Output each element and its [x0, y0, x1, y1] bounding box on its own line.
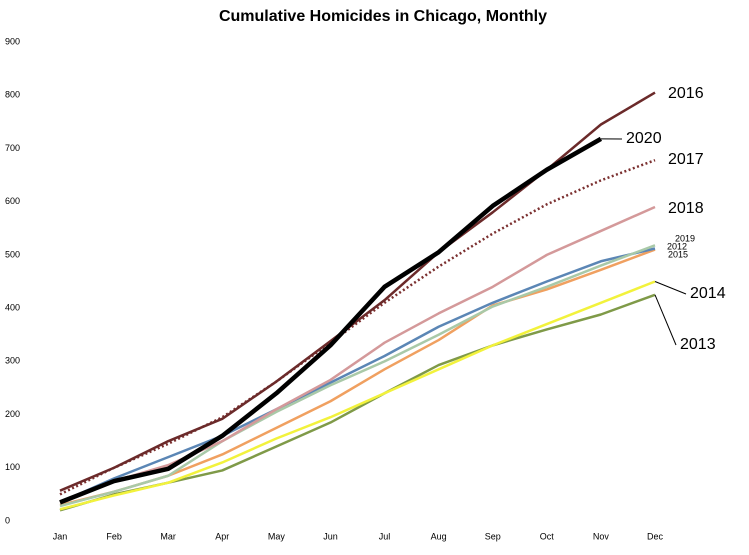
series-label: 2015 — [668, 249, 688, 259]
y-tick-label: 700 — [5, 143, 20, 153]
y-tick-label: 100 — [5, 462, 20, 472]
y-tick-label: 200 — [5, 409, 20, 419]
leader-line — [654, 294, 677, 346]
x-tick-label: May — [268, 531, 286, 541]
y-tick-label: 600 — [5, 196, 20, 206]
series-line — [59, 280, 656, 511]
series-label: 2020 — [626, 130, 662, 147]
series-label: 2016 — [668, 85, 704, 102]
leader-line — [654, 281, 687, 295]
series-line — [59, 91, 656, 492]
series-label: 2013 — [680, 336, 716, 353]
series-line — [59, 293, 656, 512]
x-tick-label: Dec — [647, 531, 664, 541]
series-line — [59, 158, 656, 496]
x-tick-label: Aug — [431, 531, 447, 541]
x-tick-label: Mar — [160, 531, 176, 541]
x-tick-label: Jun — [323, 531, 338, 541]
series-label: 2012 — [667, 241, 687, 251]
y-tick-label: 900 — [5, 36, 20, 46]
series-line — [59, 247, 656, 504]
x-tick-label: Feb — [106, 531, 122, 541]
series-label: 2017 — [668, 151, 704, 168]
x-tick-label: Jul — [379, 531, 391, 541]
y-tick-label: 0 — [5, 515, 10, 525]
x-tick-label: Sep — [485, 531, 501, 541]
series-label: 2019 — [675, 233, 695, 243]
series-line — [59, 248, 656, 507]
series-label: 2018 — [668, 200, 704, 217]
series-line — [59, 205, 656, 504]
series-line — [59, 244, 656, 508]
y-tick-label: 500 — [5, 249, 20, 259]
y-tick-label: 800 — [5, 90, 20, 100]
x-tick-label: Jan — [53, 531, 68, 541]
series-line — [59, 136, 603, 505]
series-label: 2014 — [690, 285, 726, 302]
x-tick-label: Oct — [540, 531, 555, 541]
y-tick-label: 300 — [5, 356, 20, 366]
y-tick-label: 400 — [5, 302, 20, 312]
x-tick-label: Nov — [593, 531, 610, 541]
x-tick-label: Apr — [215, 531, 229, 541]
chart-title: Cumulative Homicides in Chicago, Monthly — [219, 8, 547, 25]
